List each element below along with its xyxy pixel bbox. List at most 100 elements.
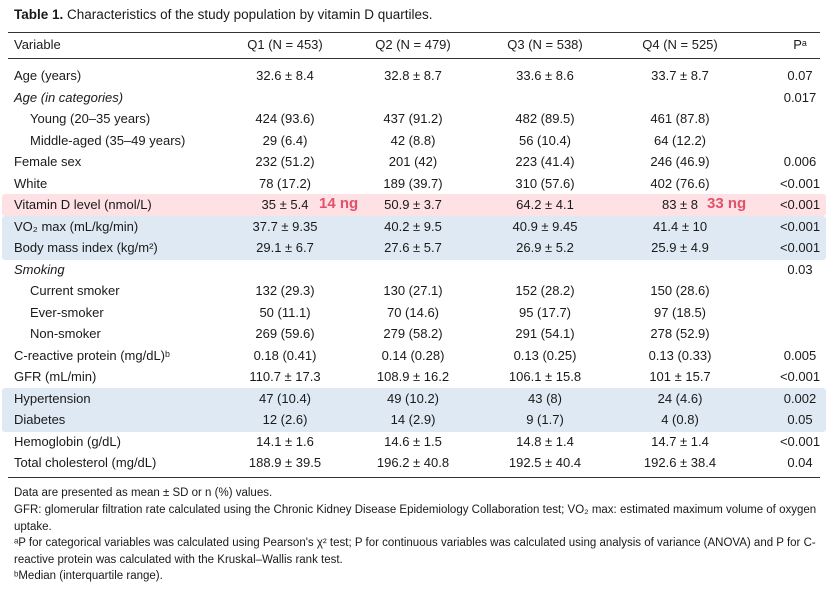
cell: 26.9 ± 5.2 <box>516 240 574 255</box>
cell: 461 (87.8) <box>650 111 710 126</box>
caption-text: Characteristics of the study population … <box>67 7 433 22</box>
cell: 0.05 <box>787 412 813 427</box>
row-label: Body mass index (kg/m²) <box>14 240 158 255</box>
cell: 40.9 ± 9.45 <box>512 218 578 234</box>
cell: 14.1 ± 1.6 <box>256 433 314 449</box>
cell: 201 (42) <box>388 154 438 169</box>
header-cell: Q3 (N = 538) <box>507 37 583 52</box>
cell: 37.7 ± 9.35 <box>252 218 318 234</box>
cell: 278 (52.9) <box>650 326 710 341</box>
cell: <0.001 <box>779 369 821 384</box>
row-label: GFR (mL/min) <box>14 369 97 384</box>
cell: 0.006 <box>783 154 817 169</box>
cell: 106.1 ± 15.8 <box>508 369 582 384</box>
cell: 0.13 (0.25) <box>513 347 577 363</box>
cell: 310 (57.6) <box>515 175 575 191</box>
caption: Table 1. Characteristics of the study po… <box>14 7 432 23</box>
footnote: GFR: glomerular filtration rate calculat… <box>14 504 817 533</box>
cell: 95 (17.7) <box>518 304 572 320</box>
cell: 12 (2.6) <box>262 412 308 427</box>
cell: 32.8 ± 8.7 <box>384 68 442 83</box>
cell: 110.7 ± 17.3 <box>249 369 321 384</box>
header-cell: Pᵃ <box>793 37 807 52</box>
cell: 24 (4.6) <box>657 390 703 406</box>
top-rule <box>8 32 820 33</box>
cell: 130 (27.1) <box>383 283 443 298</box>
cell: 29.1 ± 6.7 <box>256 240 314 255</box>
cell: 47 (10.4) <box>258 390 312 406</box>
cell: 189 (39.7) <box>383 175 443 191</box>
cell: 50.9 ± 3.7 <box>384 197 442 212</box>
cell: <0.001 <box>779 197 821 212</box>
header-rule <box>8 58 820 59</box>
cell: 0.18 (0.41) <box>253 347 317 363</box>
cell: 25.9 ± 4.9 <box>651 240 709 255</box>
cell: <0.001 <box>779 218 821 234</box>
cell: 56 (10.4) <box>518 132 572 148</box>
cell: 279 (58.2) <box>383 326 443 341</box>
cell: 9 (1.7) <box>526 412 564 427</box>
cell: 33.6 ± 8.6 <box>516 68 574 83</box>
cell: 482 (89.5) <box>515 111 575 126</box>
cell: 150 (28.6) <box>650 283 710 298</box>
row-label: Young (20–35 years) <box>30 111 151 126</box>
cell: 188.9 ± 39.5 <box>248 455 322 470</box>
footnote: ᵃP for categorical variables was calcula… <box>14 537 816 566</box>
cell: 14.6 ± 1.5 <box>384 433 442 449</box>
cell: 0.002 <box>783 390 817 406</box>
cell: 14.8 ± 1.4 <box>516 433 574 449</box>
caption-label: Table 1. <box>14 7 64 22</box>
cell: 269 (59.6) <box>255 326 315 341</box>
header-cell: Q1 (N = 453) <box>247 37 323 52</box>
cell: 108.9 ± 16.2 <box>376 369 450 384</box>
cell: 0.017 <box>783 89 817 105</box>
cell: 132 (29.3) <box>255 283 315 298</box>
cell: 192.5 ± 40.4 <box>508 455 582 470</box>
cell: <0.001 <box>779 433 821 449</box>
cell: 14.7 ± 1.4 <box>651 433 709 449</box>
cell: 0.14 (0.28) <box>381 347 445 363</box>
cell: 42 (8.8) <box>390 132 436 148</box>
cell: 32.6 ± 8.4 <box>256 68 314 83</box>
cell: 246 (46.9) <box>650 154 710 169</box>
row-label: Current smoker <box>30 283 120 298</box>
row-label: Hemoglobin (g/dL) <box>14 433 121 449</box>
cell: 49 (10.2) <box>386 390 440 406</box>
row-label: Middle-aged (35–49 years) <box>30 132 186 148</box>
cell: 402 (76.6) <box>650 175 710 191</box>
footnote: Data are presented as mean ± SD or n (%)… <box>14 487 273 499</box>
cell: 152 (28.2) <box>515 283 575 298</box>
header-cell: Variable <box>14 37 61 52</box>
cell: 0.03 <box>787 261 813 277</box>
row-label: Female sex <box>14 154 82 169</box>
cell: 14 (2.9) <box>390 412 436 427</box>
cell: 78 (17.2) <box>258 175 312 191</box>
cell: 291 (54.1) <box>515 326 575 341</box>
row-label: White <box>14 175 48 191</box>
footnote: ᵇMedian (interquartile range). <box>14 570 163 582</box>
cell: 192.6 ± 38.4 <box>643 455 717 470</box>
cell: <0.001 <box>779 175 821 191</box>
cell: 0.04 <box>787 455 813 470</box>
cell: <0.001 <box>779 240 821 255</box>
row-label: Age (in categories) <box>14 89 124 105</box>
cell: 27.6 ± 5.7 <box>384 240 442 255</box>
row-label: C-reactive protein (mg/dL)ᵇ <box>14 347 170 363</box>
cell: 4 (0.8) <box>661 412 699 427</box>
cell: 43 (8) <box>528 390 562 406</box>
cell: 70 (14.6) <box>386 304 440 320</box>
cell: 101 ± 15.7 <box>649 369 711 384</box>
cell: 64 (12.2) <box>653 132 707 148</box>
row-label: VO₂ max (mL/kg/min) <box>14 218 139 234</box>
cell: 50 (11.1) <box>259 304 311 320</box>
row-label: Age (years) <box>14 68 82 83</box>
row-label: Diabetes <box>14 412 66 427</box>
cell: 437 (91.2) <box>383 111 443 126</box>
annotation: 33 ng <box>707 195 747 212</box>
cell: 223 (41.4) <box>515 154 575 169</box>
cell: 232 (51.2) <box>255 154 315 169</box>
row-label: Ever-smoker <box>30 304 104 320</box>
cell: 29 (6.4) <box>262 132 308 148</box>
cell: 0.07 <box>787 68 813 83</box>
